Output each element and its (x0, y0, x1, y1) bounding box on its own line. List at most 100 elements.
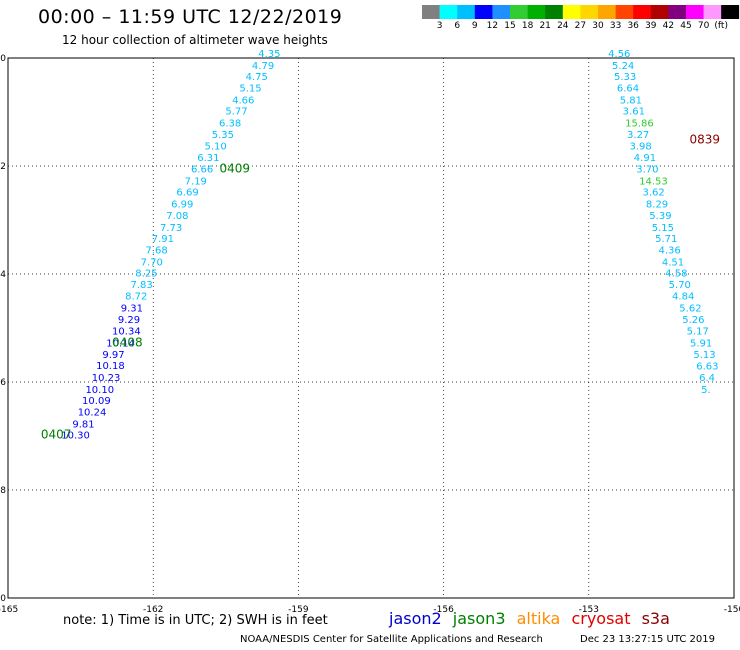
x-tick-label: -162 (143, 605, 163, 615)
wave-height-label: 4.58 (665, 269, 687, 280)
wave-height-label: 4.30 (597, 14, 619, 25)
wave-height-label: 10.30 (61, 431, 90, 442)
color-tick-label: 70 (697, 21, 710, 31)
color-tick-label: 21 (539, 21, 551, 31)
wave-height-label: 6.99 (171, 200, 193, 211)
wave-height-label: 3.62 (643, 188, 665, 199)
wave-height-label: 7.70 (141, 257, 163, 268)
x-tick-label: -153 (579, 605, 599, 615)
wave-height-label: 5.70 (669, 280, 691, 291)
color-swatch (598, 5, 616, 19)
wave-height-label: 3.28 (605, 38, 627, 49)
wave-height-label: 3.27 (627, 130, 649, 141)
wave-height-label: 7.83 (130, 280, 152, 291)
chart-title: 00:00 – 11:59 UTC 12/22/2019 (38, 6, 343, 28)
wave-height-label: 9.97 (102, 350, 124, 361)
color-tick-label: 39 (645, 21, 657, 31)
wave-height-label: 4.66 (232, 95, 254, 106)
color-swatch (580, 5, 599, 19)
wave-height-label: 4.79 (252, 61, 274, 72)
pass-time-label: 0839 (689, 132, 720, 146)
wave-height-label: 3.61 (623, 107, 645, 118)
wave-height-label: 7.68 (145, 245, 167, 256)
wave-height-label: 4.38 (595, 3, 617, 14)
y-tick-label: -46 (0, 378, 6, 388)
wave-height-label: 5.35 (212, 130, 234, 141)
wave-height-label: 10.23 (92, 373, 121, 384)
x-tick-label: -159 (288, 605, 309, 615)
wave-height-label: 9.31 (121, 303, 143, 314)
chart-subtitle: 12 hour collection of altimeter wave hei… (62, 33, 328, 47)
wave-height-label: 9.81 (72, 419, 94, 430)
wave-height-label: 5.33 (614, 72, 636, 83)
wave-height-label: 9.29 (118, 315, 140, 326)
color-tick-label: 30 (592, 21, 604, 31)
pass-time-label: 0407 (41, 428, 72, 442)
wave-height-label: 5.77 (225, 107, 247, 118)
color-tick-label: 3 (436, 21, 443, 31)
wave-height-label: 4.75 (246, 72, 268, 83)
color-tick-label: 15 (504, 21, 516, 31)
y-tick-label: -48 (0, 486, 6, 496)
wave-height-label: 7.73 (160, 223, 182, 234)
wave-height-label: 4.84 (672, 291, 694, 302)
color-swatch (474, 5, 493, 19)
color-tick-label: 9 (471, 21, 478, 31)
wave-height-label: 5.71 (655, 234, 677, 245)
wave-height-label: 4.43 (264, 38, 286, 49)
wave-height-label: 4.56 (608, 49, 630, 60)
wave-height-label: 5.91 (690, 338, 712, 349)
y-tick-label: -44 (0, 270, 6, 280)
color-swatch (545, 5, 564, 19)
wave-height-label: 5.05 (275, 14, 297, 25)
color-tick-label: 42 (662, 21, 675, 31)
x-tick-label: -165 (0, 605, 18, 615)
data-layer: 10.309.8110.2410.0910.1010.2310.189.9710… (41, 0, 720, 442)
color-swatch (527, 5, 546, 19)
wave-height-label: 7.08 (166, 211, 188, 222)
footer-credit: NOAA/NESDIS Center for Satellite Applica… (240, 634, 543, 645)
x-tick-label: -156 (433, 605, 454, 615)
wave-height-label: 10.14 (106, 338, 135, 349)
wave-height-label: 5. (701, 385, 711, 396)
wave-height-label: 2.81 (600, 26, 622, 37)
color-swatch (422, 5, 440, 19)
wave-height-label: 15.86 (625, 119, 654, 130)
wave-height-label: 5.17 (687, 326, 709, 337)
wave-height-label: 6.63 (696, 362, 718, 373)
wave-height-label: 5.81 (620, 95, 642, 106)
wave-height-label: 7.19 (185, 176, 207, 187)
color-tick-label: 6 (454, 21, 461, 31)
wave-height-label: 5.13 (693, 350, 715, 361)
wave-height-label: 14.53 (639, 176, 668, 187)
color-tick-label: 18 (521, 21, 534, 31)
wave-height-label: 5.39 (649, 211, 671, 222)
wave-height-label: 4.36 (658, 245, 680, 256)
color-tick-label: 27 (574, 21, 587, 31)
legend-jason2: jason2 (389, 609, 442, 628)
wave-height-label: 6.69 (176, 188, 198, 199)
footer-timestamp: Dec 23 13:27:15 UTC 2019 (580, 634, 715, 645)
wave-height-label: 5.15 (652, 223, 674, 234)
legend-s3a: s3a (641, 609, 670, 628)
wave-height-label: 5.62 (679, 303, 701, 314)
wave-height-label: 8.29 (646, 200, 668, 211)
pass-time-label: 0410 (308, 0, 339, 14)
color-swatch (615, 5, 634, 19)
color-swatch (439, 5, 458, 19)
wave-height-label: 6.31 (197, 153, 219, 164)
wave-height-label: 7.91 (152, 234, 174, 245)
wave-height-label: 3.70 (636, 164, 658, 175)
color-swatch (510, 5, 528, 19)
wave-height-label: 4.39 (269, 26, 291, 37)
y-tick-label: -40 (0, 54, 6, 64)
wave-height-label: 10.09 (82, 396, 111, 407)
color-tick-label: (ft) (714, 21, 728, 31)
wave-height-label: 5.10 (205, 141, 227, 152)
color-tick-label: 33 (609, 21, 622, 31)
y-tick-label: -50 (0, 594, 6, 604)
wave-height-label: 4.35 (258, 49, 280, 60)
color-swatch (703, 5, 722, 19)
wave-height-label: 6.64 (617, 83, 639, 94)
x-tick-label: -150 (724, 605, 740, 615)
